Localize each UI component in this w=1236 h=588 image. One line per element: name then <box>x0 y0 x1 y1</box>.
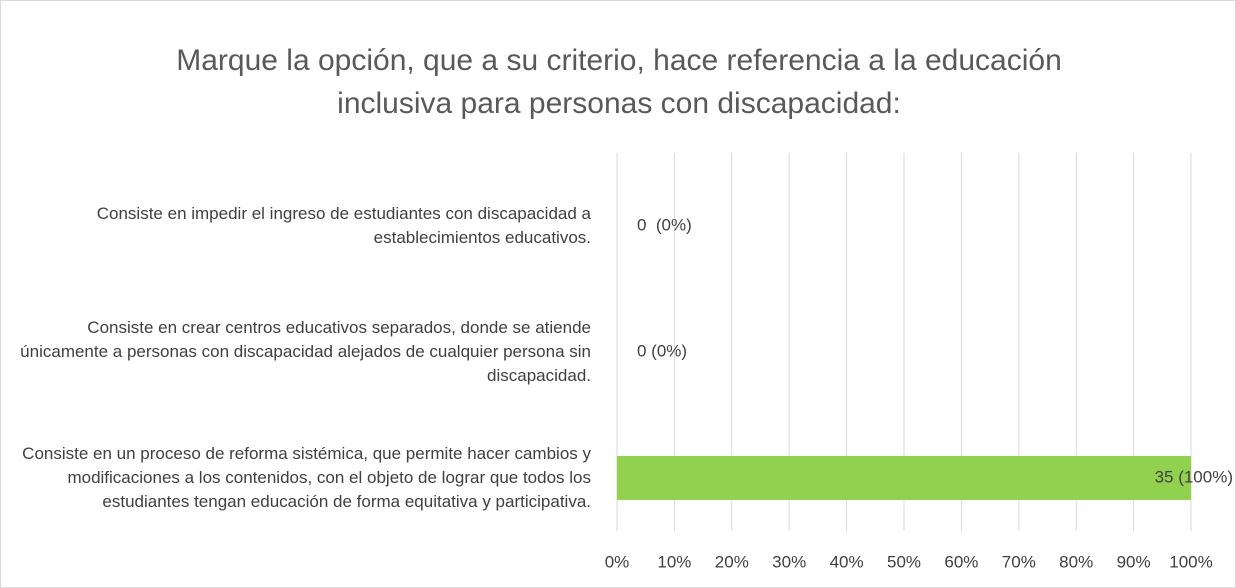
x-tick-label: 90% <box>1117 552 1151 571</box>
y-tick-label: Consiste en impedir el ingreso de estudi… <box>96 204 591 247</box>
value-label: 0 (0%) <box>637 215 692 234</box>
y-tick-label: Consiste en crear centros educativos sep… <box>20 318 591 385</box>
bar <box>617 456 1191 500</box>
x-tick-label: 10% <box>657 552 691 571</box>
x-tick-label: 100% <box>1169 552 1212 571</box>
x-tick-label: 60% <box>944 552 978 571</box>
y-tick-label: Consiste en un proceso de reforma sistém… <box>22 444 591 511</box>
x-tick-label: 80% <box>1059 552 1093 571</box>
x-tick-label: 70% <box>1002 552 1036 571</box>
x-tick-label: 50% <box>887 552 921 571</box>
value-label: 0 (0%) <box>637 341 687 360</box>
x-tick-label: 20% <box>715 552 749 571</box>
chart-title: Marque la opción, que a su criterio, hac… <box>176 44 1071 120</box>
x-tick-label: 0% <box>605 552 630 571</box>
x-tick-label: 40% <box>830 552 864 571</box>
value-label: 35 (100%) <box>1155 467 1233 486</box>
x-tick-label: 30% <box>772 552 806 571</box>
